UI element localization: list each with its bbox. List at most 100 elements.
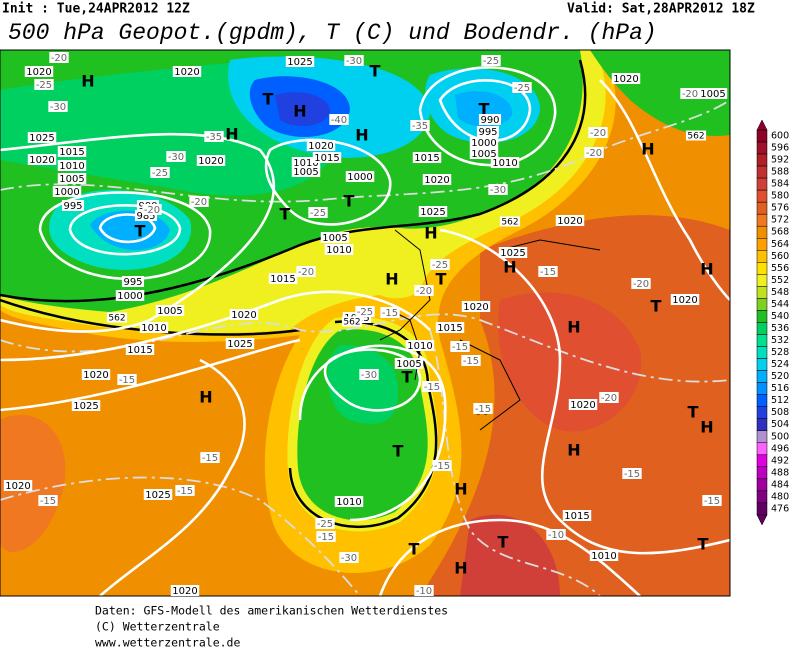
- temperature-label: -30: [341, 553, 357, 564]
- isobar-label: 1025: [420, 207, 445, 218]
- isobar-label: 1015: [414, 153, 439, 164]
- isobar: [438, 79, 532, 142]
- colorbar-label: 568: [771, 227, 789, 238]
- pressure-center: H: [81, 72, 94, 91]
- map-frame: [0, 49, 731, 597]
- isobar-label: 1015: [270, 274, 295, 285]
- isobar-label: 1015: [437, 323, 462, 334]
- temperature-label: -25: [432, 260, 448, 271]
- colorbar-label: 492: [771, 455, 789, 466]
- colorbar-swatch: [756, 274, 768, 287]
- pressure-center: T: [651, 297, 662, 316]
- pressure-center: T: [402, 368, 413, 387]
- colorbar-label: 484: [771, 479, 789, 490]
- temperature-label-box: [473, 403, 493, 414]
- temperature-label-box: [142, 204, 162, 215]
- temperature-label-box: [414, 285, 434, 296]
- temperature-label: -15: [40, 496, 56, 507]
- colorbar-label: 532: [771, 335, 789, 346]
- isobar-label-box: [589, 550, 619, 561]
- isobar-label: 1020: [172, 586, 197, 597]
- isobar-label-box: [24, 66, 54, 77]
- colorbar-swatch: [756, 310, 768, 323]
- isobar-label: 1010: [141, 323, 166, 334]
- temperature-label-box: [432, 460, 452, 471]
- colorbar-swatch: [756, 406, 768, 419]
- colorbar-swatch: [756, 238, 768, 251]
- pressure-center: T: [393, 442, 404, 461]
- isobar: [0, 338, 301, 412]
- isobar-label-box: [418, 206, 448, 217]
- temperature-label: -20: [590, 128, 606, 139]
- temperature-label-box: [34, 79, 54, 90]
- isobar-label: 1020: [463, 302, 488, 313]
- temperature-contour: [0, 476, 361, 596]
- temperature-label: -35: [412, 121, 428, 132]
- pressure-center: H: [424, 224, 437, 243]
- colorbar-swatch: [756, 502, 768, 516]
- isobar-label: 1020: [308, 141, 333, 152]
- pressure-center: T: [688, 403, 699, 422]
- isobar-label-box: [143, 489, 173, 500]
- pressure-center: T: [263, 90, 274, 109]
- colorbar-swatch: [756, 358, 768, 371]
- colorbar-label: 556: [771, 263, 789, 274]
- isobar-label-box: [312, 152, 342, 163]
- cold-region: [327, 345, 399, 424]
- isobar-label: 1015: [59, 147, 84, 158]
- temperature-label-box: [546, 529, 566, 540]
- temperature-label-box: [461, 355, 481, 366]
- isobar-label-box: [490, 157, 520, 168]
- temperature-label: -20: [682, 89, 698, 100]
- colorbar-swatch: [756, 346, 768, 359]
- isobar-label: 1005: [471, 149, 496, 160]
- isobar-label-box: [405, 340, 435, 351]
- temperature-label-box: [430, 259, 450, 270]
- isobar-label: 990: [480, 115, 499, 126]
- isobar-label-box: [172, 66, 202, 77]
- isobar-label: 1020: [424, 175, 449, 186]
- temperature-label: -20: [144, 205, 160, 216]
- temperature-label-box: [588, 127, 608, 138]
- isobar-label: 995: [63, 201, 82, 212]
- isobar: [439, 228, 730, 555]
- isobar-label: 1010: [591, 551, 616, 562]
- isobar: [99, 358, 246, 596]
- isobar-label-box: [670, 294, 700, 305]
- isobar-label: 1005: [700, 89, 725, 100]
- colorbar-label: 548: [771, 287, 789, 298]
- isobar-label-box: [285, 56, 315, 67]
- temperature-label: -25: [483, 56, 499, 67]
- temperature-label-box: [38, 495, 58, 506]
- temperature-label: -15: [424, 382, 440, 393]
- colorbar-label: 572: [771, 215, 789, 226]
- temperature-label: -20: [601, 393, 617, 404]
- isobar-label-box: [268, 273, 298, 284]
- isobar-label-box: [229, 309, 259, 320]
- isobar-label: 1020: [29, 155, 54, 166]
- isobar-label-box: [698, 88, 728, 99]
- isobar-label: 1000: [471, 138, 496, 149]
- isobar-label: 1010: [336, 497, 361, 508]
- isobar-label-box: [412, 152, 442, 163]
- valid-label: Valid: Sat,28APR2012 18Z: [567, 2, 755, 17]
- colorbar-label: 580: [771, 191, 789, 202]
- coastline: [379, 229, 601, 431]
- isobar-label-box: [3, 480, 33, 491]
- height-label: 562: [687, 132, 704, 142]
- isobar: [323, 348, 422, 412]
- colorbar-label: 600: [771, 131, 789, 142]
- isobar-label-box: [134, 210, 158, 221]
- isobar-label: 1020: [174, 67, 199, 78]
- isobar-label: 1010: [492, 158, 517, 169]
- temperature-label-box: [631, 278, 651, 289]
- temperature-label-box: [150, 167, 170, 178]
- isobar-label-box: [562, 510, 592, 521]
- isobar: [298, 344, 447, 522]
- temperature-label: -25: [514, 83, 530, 94]
- isobar-label-box: [155, 305, 185, 316]
- isobar-label-box: [568, 399, 598, 410]
- isobar-label: 1010: [326, 245, 351, 256]
- isobar-label: 1015: [564, 511, 589, 522]
